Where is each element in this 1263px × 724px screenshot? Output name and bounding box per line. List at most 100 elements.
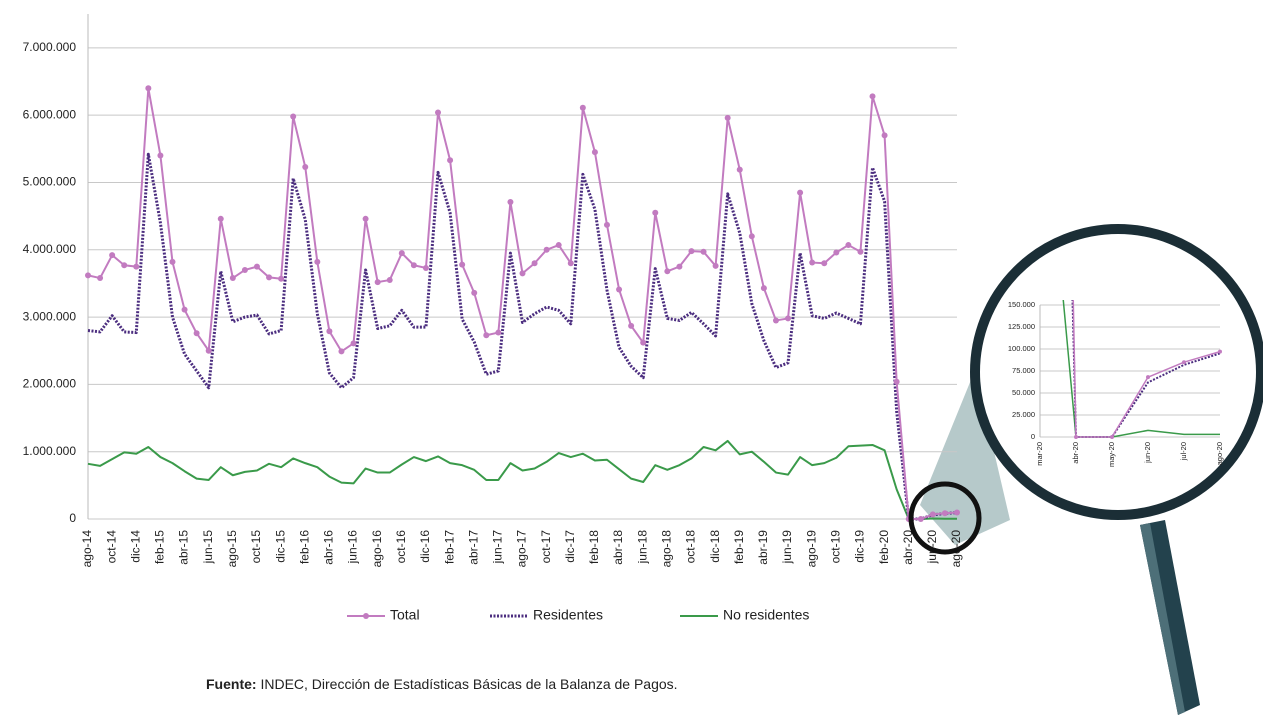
series-line bbox=[88, 88, 957, 519]
x-tick-label: ago-20 bbox=[1215, 442, 1224, 465]
x-tick-label: jun-16 bbox=[346, 530, 360, 565]
point bbox=[266, 274, 272, 280]
y-tick-label: 0 bbox=[1031, 432, 1035, 441]
point bbox=[411, 262, 417, 268]
point bbox=[326, 328, 332, 334]
x-tick-label: dic-14 bbox=[128, 530, 142, 563]
x-tick-label: ago-19 bbox=[804, 530, 818, 568]
point bbox=[833, 249, 839, 255]
point bbox=[133, 264, 139, 270]
x-tick-label: oct-17 bbox=[539, 530, 553, 564]
y-tick-label: 50.000 bbox=[1012, 388, 1035, 397]
point bbox=[556, 242, 562, 248]
x-tick-label: abr-15 bbox=[177, 530, 191, 565]
x-tick-label: abr-20 bbox=[1071, 442, 1080, 464]
point bbox=[157, 153, 163, 159]
point bbox=[435, 109, 441, 115]
point bbox=[218, 216, 224, 222]
source: Fuente: INDEC, Dirección de Estadísticas… bbox=[206, 676, 678, 692]
point bbox=[242, 267, 248, 273]
y-tick-label: 125.000 bbox=[1008, 322, 1035, 331]
x-tick-label: feb-17 bbox=[442, 530, 456, 564]
point bbox=[423, 265, 429, 271]
x-tick-label: feb-19 bbox=[732, 530, 746, 564]
x-tick-label: jun-18 bbox=[635, 530, 649, 565]
x-tick-label: jun-19 bbox=[780, 530, 794, 565]
point bbox=[182, 307, 188, 313]
point bbox=[387, 277, 393, 283]
point bbox=[640, 340, 646, 346]
x-tick-label: abr-19 bbox=[756, 530, 770, 565]
y-tick-label: 2.000.000 bbox=[23, 377, 77, 391]
point bbox=[483, 332, 489, 338]
x-tick-label: jul-20 bbox=[1179, 442, 1188, 461]
y-tick-label: 7.000.000 bbox=[23, 40, 77, 54]
point bbox=[676, 264, 682, 270]
legend-marker bbox=[363, 613, 369, 619]
point bbox=[918, 516, 924, 522]
x-tick-label: oct-18 bbox=[684, 530, 698, 564]
point bbox=[1218, 350, 1222, 354]
x-tick-label: abr-17 bbox=[466, 530, 480, 565]
point bbox=[351, 340, 357, 346]
point bbox=[568, 260, 574, 266]
point bbox=[882, 132, 888, 138]
point bbox=[580, 105, 586, 111]
point bbox=[664, 268, 670, 274]
point bbox=[338, 348, 344, 354]
x-tick-label: jun-20 bbox=[1143, 442, 1152, 464]
x-tick-label: ago-14 bbox=[80, 530, 94, 568]
point bbox=[616, 286, 622, 292]
point bbox=[85, 272, 91, 278]
x-tick-label: jun-17 bbox=[491, 530, 505, 565]
point bbox=[592, 149, 598, 155]
point bbox=[761, 285, 767, 291]
point bbox=[544, 247, 550, 253]
point bbox=[797, 190, 803, 196]
y-tick-label: 75.000 bbox=[1012, 366, 1035, 375]
legend-label: Total bbox=[390, 607, 420, 623]
x-tick-label: feb-16 bbox=[297, 530, 311, 564]
x-tick-label: ago-15 bbox=[225, 530, 239, 568]
point bbox=[857, 249, 863, 255]
point bbox=[278, 276, 284, 282]
point bbox=[194, 330, 200, 336]
x-tick-label: dic-17 bbox=[563, 530, 577, 563]
x-tick-label: abr-16 bbox=[322, 530, 336, 565]
point bbox=[870, 93, 876, 99]
point bbox=[375, 279, 381, 285]
series-line bbox=[88, 441, 957, 519]
point bbox=[447, 157, 453, 163]
legend-label: Residentes bbox=[533, 607, 603, 623]
y-tick-label: 150.000 bbox=[1008, 300, 1035, 309]
x-tick-label: oct-19 bbox=[828, 530, 842, 564]
x-tick-label: abr-18 bbox=[611, 530, 625, 565]
point bbox=[845, 242, 851, 248]
x-tick-label: ago-16 bbox=[370, 530, 384, 568]
point bbox=[314, 259, 320, 265]
y-tick-label: 5.000.000 bbox=[23, 175, 77, 189]
point bbox=[652, 210, 658, 216]
x-tick-label: dic-19 bbox=[853, 530, 867, 563]
point bbox=[894, 379, 900, 385]
x-tick-label: jun-15 bbox=[201, 530, 215, 565]
y-tick-label: 100.000 bbox=[1008, 344, 1035, 353]
chart: 01.000.0002.000.0003.000.0004.000.0005.0… bbox=[0, 0, 1263, 724]
x-tick-label: oct-16 bbox=[394, 530, 408, 564]
y-tick-label: 0 bbox=[69, 511, 76, 525]
point bbox=[290, 114, 296, 120]
point bbox=[1182, 360, 1186, 364]
point bbox=[97, 275, 103, 281]
point bbox=[821, 260, 827, 266]
x-tick-label: dic-18 bbox=[708, 530, 722, 563]
point bbox=[1146, 375, 1150, 379]
point bbox=[785, 315, 791, 321]
y-tick-label: 3.000.000 bbox=[23, 309, 77, 323]
point bbox=[507, 199, 513, 205]
point bbox=[688, 248, 694, 254]
point bbox=[206, 348, 212, 354]
x-tick-label: feb-18 bbox=[587, 530, 601, 564]
point bbox=[725, 115, 731, 121]
legend-label: No residentes bbox=[723, 607, 809, 623]
point bbox=[628, 323, 634, 329]
